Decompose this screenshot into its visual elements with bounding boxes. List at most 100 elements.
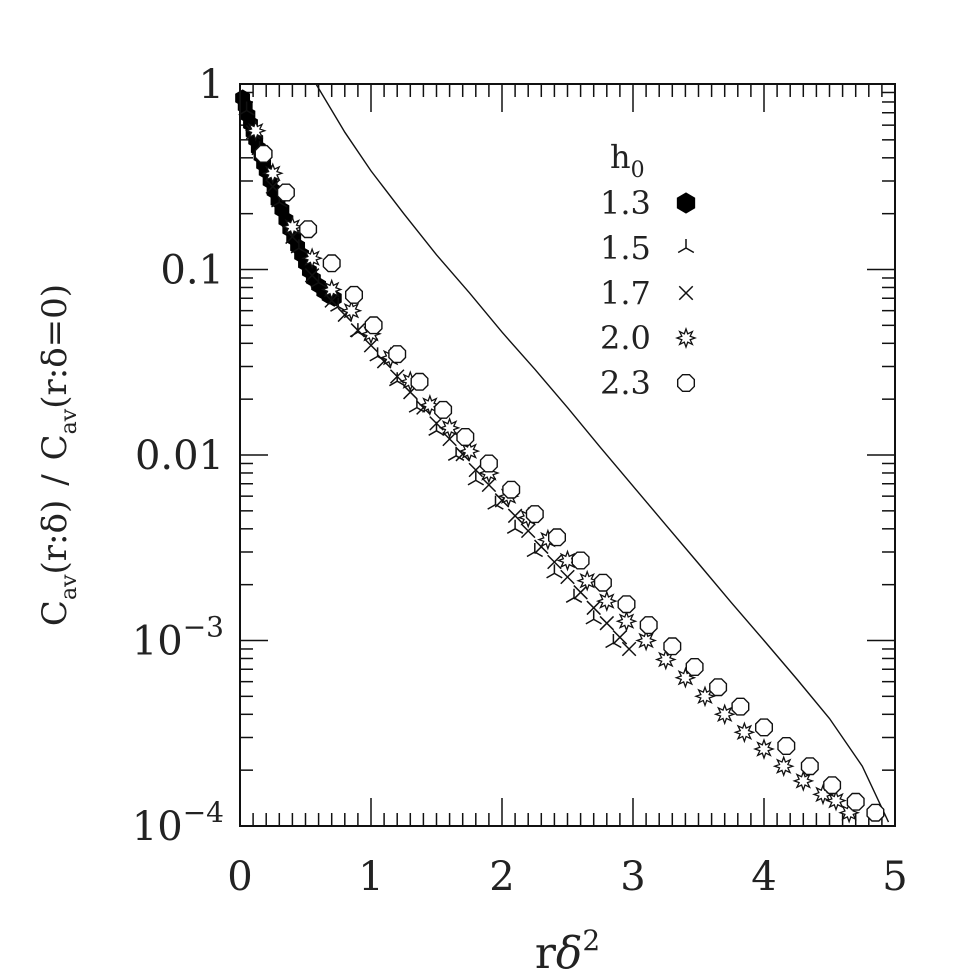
data-point — [731, 697, 750, 716]
data-point — [639, 616, 658, 635]
x-tick-label: 1 — [358, 854, 383, 900]
data-point — [586, 600, 601, 616]
star-shape — [438, 416, 461, 439]
data-point — [481, 477, 497, 493]
data-point — [599, 615, 615, 631]
data-point — [753, 738, 775, 760]
circle-shape — [639, 616, 658, 635]
tripod-shape — [506, 519, 524, 534]
tripod-shape — [585, 610, 602, 625]
tripod-shape — [605, 634, 622, 649]
hexagon-shape — [676, 192, 696, 214]
legend-label: 1.5 — [600, 229, 651, 267]
data-point — [388, 345, 407, 364]
x-tick-label: 3 — [620, 854, 645, 900]
circle-shape — [344, 285, 364, 304]
data-point — [479, 454, 498, 473]
legend-label: 2.3 — [600, 364, 651, 402]
legend-title-sub: 0 — [631, 158, 645, 183]
circle-shape — [866, 803, 885, 822]
data-point — [595, 590, 618, 613]
data-point — [571, 551, 590, 570]
data-point — [244, 119, 267, 142]
circle-shape — [731, 697, 750, 716]
legend: h0 1.3 1.5 1.7 2.0 2.3 — [600, 138, 697, 402]
circle-shape — [410, 372, 429, 391]
star-shape — [792, 769, 815, 792]
y-label-sep: / — [35, 474, 75, 486]
data-point — [507, 508, 523, 524]
star-shape — [713, 703, 736, 726]
data-point — [364, 316, 383, 335]
legend-label: 2.0 — [600, 319, 651, 357]
tick-marks — [239, 83, 896, 827]
data-point — [340, 299, 363, 322]
data-point — [254, 144, 273, 163]
circle-shape — [663, 637, 682, 656]
reference-curve-layer — [315, 83, 890, 823]
data-point — [350, 323, 366, 338]
circle-shape — [254, 144, 273, 163]
cross-shape — [573, 585, 588, 600]
data-point — [866, 803, 885, 822]
data-point — [615, 610, 638, 633]
data-point — [621, 641, 637, 657]
data-point — [792, 769, 815, 792]
data-point — [713, 703, 736, 726]
circle-shape — [479, 454, 498, 473]
x-tick-label: 4 — [751, 854, 776, 900]
cross-shape — [678, 285, 694, 301]
star-shape — [615, 610, 638, 633]
data-point — [635, 629, 658, 652]
y-label-den-arg: (r:δ=0) — [35, 284, 75, 409]
y-tick-label: 10−3 — [132, 611, 224, 665]
cross-shape — [324, 293, 339, 308]
data-point — [663, 637, 682, 656]
data-point — [709, 678, 728, 697]
star-shape — [301, 247, 324, 270]
data-point — [320, 278, 343, 301]
cross-shape — [520, 523, 536, 539]
legend-marker — [678, 285, 694, 301]
series-2-3 — [254, 144, 885, 822]
data-point — [685, 657, 704, 677]
data-point — [322, 254, 341, 273]
star-shape — [694, 685, 716, 708]
circle-shape — [525, 505, 544, 524]
y-tick-label-base: 0.1 — [160, 248, 224, 294]
data-point — [547, 528, 567, 547]
data-point — [846, 792, 865, 811]
legend-label: 1.3 — [600, 184, 651, 222]
y-tick-label: 0.1 — [160, 248, 224, 294]
x-tick-label: 2 — [489, 854, 514, 900]
data-point — [438, 416, 461, 439]
cross-shape — [442, 431, 457, 447]
data-point — [506, 519, 524, 534]
y-tick-label-exponent: −3 — [183, 611, 224, 644]
cross-shape — [560, 569, 575, 585]
series-1-7 — [245, 124, 637, 657]
plot-frame — [239, 83, 896, 827]
data-point — [777, 736, 796, 756]
circle-shape — [364, 316, 383, 335]
data-point — [442, 431, 457, 447]
data-point — [261, 162, 284, 185]
legend-marker — [676, 192, 696, 214]
data-point — [301, 247, 324, 270]
cross-shape — [599, 615, 615, 631]
data-point — [344, 285, 364, 304]
circle-shape — [823, 776, 842, 795]
y-tick-label-base: 1 — [199, 62, 224, 108]
tripod-shape — [677, 239, 695, 254]
data-point — [299, 220, 318, 239]
circle-shape — [754, 718, 774, 737]
data-point — [525, 505, 544, 524]
legend-label: 1.7 — [600, 274, 651, 312]
data-point — [617, 595, 636, 614]
circle-shape — [709, 678, 728, 697]
cross-shape — [481, 477, 497, 493]
data-point — [276, 183, 295, 202]
cross-shape — [621, 641, 637, 657]
